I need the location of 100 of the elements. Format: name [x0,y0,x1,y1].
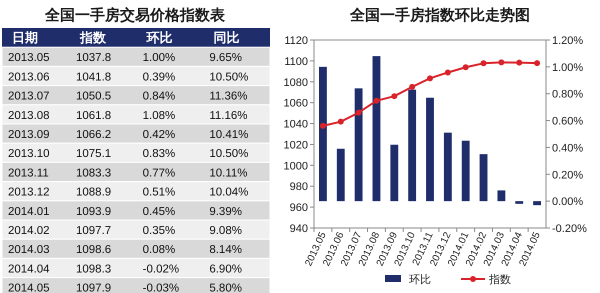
bar [426,98,434,202]
y-tick-label: 1080 [284,76,308,89]
bar [480,154,488,202]
data-label: 10.04% [209,186,248,199]
data-label: 1.08% [142,110,176,122]
x-tick-label: 环比 [146,30,173,45]
y-tick-label: 1060 [284,98,308,110]
bar [533,201,542,206]
y2-tick-label: 0.40% [552,142,584,154]
legend-label: 指数 [488,274,511,286]
point [480,60,487,66]
point [373,98,380,104]
data-label: 8.14% [209,244,242,256]
data-label: 1083.3 [76,167,112,180]
bar [497,190,506,202]
y2-tick-label: 1.00% [552,62,584,74]
y2-tick-label: 0.20% [552,169,584,182]
data-label: -0.02% [142,263,180,276]
point [391,93,398,100]
data-label: -0.03% [142,282,180,293]
y2-tick-label: 0.80% [552,88,584,101]
y2-tick-label: -0.20% [552,223,588,235]
data-label: 5.80% [209,282,242,293]
data-label: 11.36% [209,90,248,103]
bar [408,90,416,202]
y-tick-label: 2013.08 [8,110,50,122]
data-label: 1088.9 [76,186,112,199]
bar [515,201,524,204]
bar [444,132,452,202]
data-label: 10.50% [209,71,248,84]
data-label: 10.11% [209,167,248,180]
data-label: 1093.9 [76,206,112,218]
data-label: 1098.6 [76,244,112,256]
data-label: 1061.8 [76,110,112,122]
point [356,110,362,116]
data-label: 1097.7 [76,225,112,237]
data-label: 0.08% [142,244,176,256]
y-tick-label: 2013.09 [8,129,50,141]
data-label: 11.16% [209,110,248,122]
data-label: 1.00% [142,52,176,64]
point [534,60,540,66]
y-tick-label: 2014.01 [8,206,50,218]
y-tick-label: 1100 [284,56,308,68]
data-label: 9.08% [209,225,242,237]
data-label: 1075.1 [76,148,112,160]
data-label: 0.51% [142,186,176,199]
x-tick-label: 同比 [213,30,240,45]
y-tick-label: 1000 [284,160,308,172]
y-tick-label: 1020 [284,139,308,152]
data-label: 10.50% [209,148,248,160]
bar [462,140,470,202]
y-tick-label: 2013.06 [8,71,50,84]
y-tick-label: 940 [290,223,308,235]
data-label: 1066.2 [76,129,112,141]
data-label: 0.39% [142,71,176,84]
point [320,122,326,129]
data-label: 0.42% [142,129,176,141]
point [462,64,469,70]
y2-tick-label: 0.00% [552,196,584,208]
point [338,118,344,125]
point [444,69,451,76]
y-tick-label: 960 [290,202,308,214]
y2-tick-label: 0.60% [552,116,584,128]
data-label: 0.45% [142,206,176,218]
data-label: 1050.5 [76,90,112,103]
data-label: 9.65% [209,52,242,64]
y-tick-label: 2014.05 [8,282,50,293]
data-label: 0.84% [142,90,176,103]
chart-title: 全国一手房指数环比走势图 [349,6,530,24]
bar [390,144,398,202]
point [498,59,504,66]
point [427,75,433,82]
x-tick-label: 指数 [79,30,107,45]
data-label: 10.41% [209,129,248,141]
data-label: 0.83% [142,148,176,160]
data-label: 0.35% [142,225,176,237]
data-label: 1098.3 [76,263,112,276]
data-label: 9.39% [209,206,242,218]
y-tick-label: 2013.12 [8,186,50,199]
data-label: 1097.9 [76,282,112,293]
bar [372,56,380,202]
y-tick-label: 1040 [284,118,308,131]
y-tick-label: 2013.07 [8,90,50,103]
chart-title: 全国一手房交易价格指数表 [44,6,226,24]
y-tick-label: 2013.10 [8,148,50,160]
point [409,84,416,90]
y-tick-label: 2013.11 [8,167,49,180]
y-tick-label: 1120 [284,35,308,47]
bar [354,88,363,202]
y-tick-label: 2013.05 [8,52,50,64]
point [516,60,522,66]
data-label: 1037.8 [76,52,112,64]
y-axis-title: 日期 [12,30,38,45]
y2-tick-label: 1.20% [552,35,584,47]
bar [318,66,327,202]
data-label: 0.77% [142,167,176,180]
y-tick-label: 980 [290,181,308,194]
legend-label: 环比 [409,273,431,286]
data-label: 1041.8 [76,71,112,84]
data-label: 6.90% [209,263,242,276]
